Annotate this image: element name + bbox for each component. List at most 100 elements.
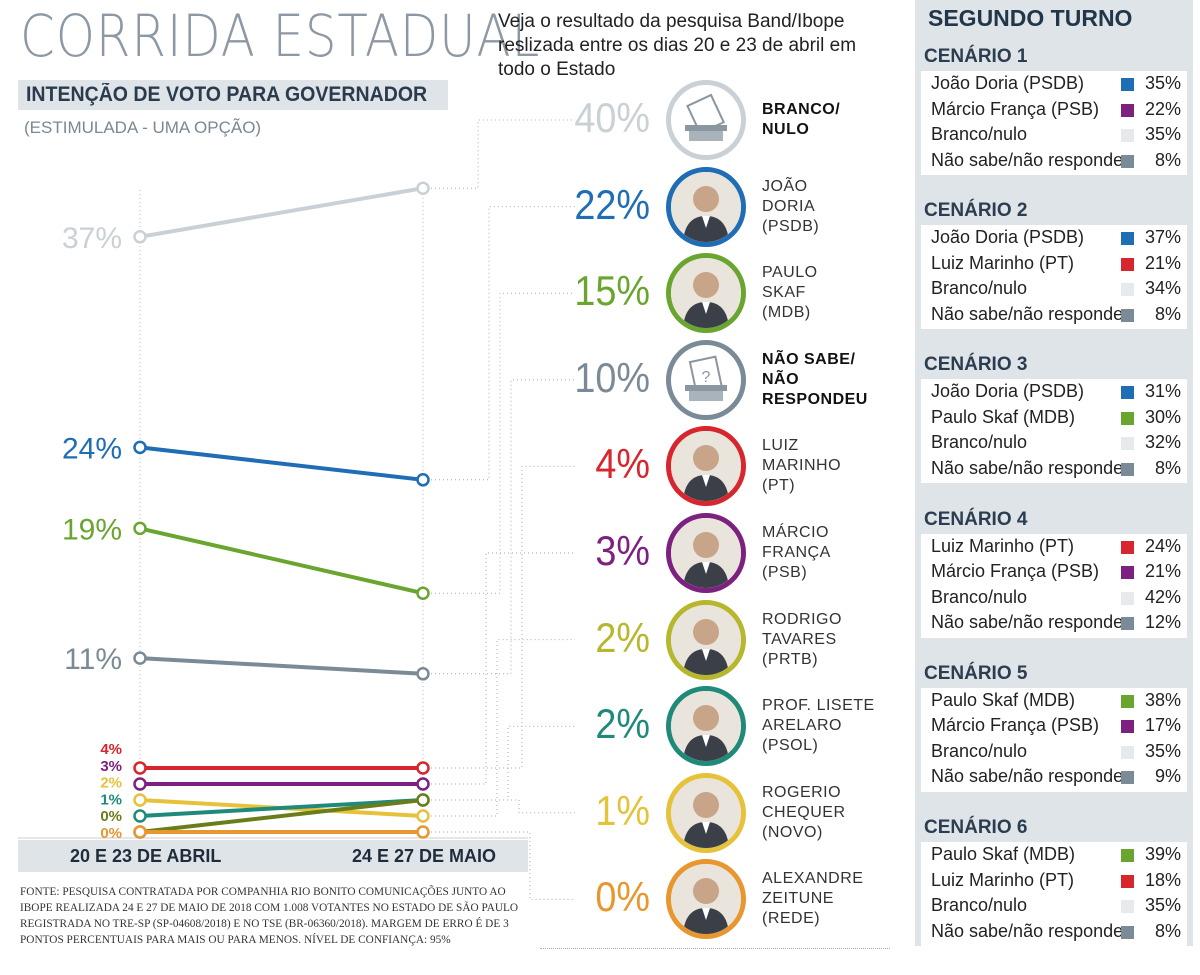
x-tick-label-2: 24 E 27 DE MAIO [352, 846, 497, 866]
data-point [416, 809, 430, 823]
connector-line [431, 465, 575, 769]
candidate-name: PROF. LISETE ARELARO (PSOL) [762, 697, 875, 755]
data-point [416, 181, 430, 195]
line-chart: 37%24%19%11%4%3%2%1%0%0% [18, 119, 575, 900]
legend-swatch [1121, 154, 1134, 168]
scenario-row-label: Paulo Skaf (MDB) [931, 406, 1076, 427]
connector-line [431, 119, 575, 189]
legend-swatch [1121, 232, 1134, 246]
data-point [133, 761, 147, 775]
legend-swatch [1121, 283, 1134, 297]
scenario-row-value: 8% [1154, 457, 1181, 478]
scenario-row-label: Branco/nulo [931, 586, 1028, 607]
data-point [416, 825, 430, 839]
scenario-row-label: Branco/nulo [931, 124, 1028, 144]
data-label: 3% [100, 758, 122, 775]
scenario-row-value: 22% [1144, 98, 1181, 119]
scenario-row-label: João Doria (PSDB) [931, 227, 1085, 248]
scenario-row-label: Luiz Marinho (PT) [931, 252, 1075, 273]
person-icon [666, 166, 746, 247]
chart-title-box [18, 80, 448, 110]
person-icon [666, 426, 746, 507]
scenario-row-value: 32% [1144, 432, 1181, 453]
question-ballot-icon: ? [666, 339, 746, 420]
scenario-title: CENÁRIO 2 [924, 200, 1028, 222]
data-label: 2% [100, 775, 122, 792]
scenario-row-label: Paulo Skaf (MDB) [931, 689, 1076, 710]
candidate-percent: 10% [574, 353, 650, 401]
legend-swatch [1121, 925, 1134, 939]
candidate-percent: 1% [595, 786, 650, 834]
legend-swatch [1121, 437, 1134, 451]
connector-line [431, 725, 575, 801]
x-tick-label-1: 20 E 23 DE ABRIL [70, 846, 222, 866]
scenario-row-label: Márcio França (PSB) [931, 98, 1100, 119]
scenario-table: Paulo Skaf (MDB) 38% Márcio França (PSB) 17… [921, 687, 1187, 792]
sidebar-title: SEGUNDO TURNO [928, 5, 1133, 31]
data-label: 1% [100, 791, 122, 808]
series-line [139, 445, 424, 482]
scenario-table: Luiz Marinho (PT) 24% Márcio França (PSB) 2… [921, 533, 1187, 638]
scenario-row-value: 34% [1144, 278, 1181, 299]
legend-swatch [1121, 386, 1134, 400]
data-point [416, 667, 430, 681]
legend-swatch [1121, 900, 1134, 913]
chart-title: INTENÇÃO DE VOTO PARA GOVERNADOR [26, 83, 428, 106]
candidate-name: RODRIGO TAVARES (PRTB) [762, 610, 842, 668]
data-point [133, 230, 147, 244]
legend-swatch [1121, 257, 1134, 271]
candidate-name: LUIZ MARINHO (PT) [762, 437, 842, 495]
legend-swatch [1121, 78, 1134, 91]
scenario-row-value: 8% [1154, 149, 1181, 170]
scenario-row-value: 21% [1144, 561, 1181, 582]
connector-line [431, 799, 575, 814]
scenario-row-value: 35% [1144, 895, 1181, 915]
scenario-table: João Doria (PSDB) 35% Márcio França (PSB) 2… [921, 71, 1187, 175]
scenario-row-value: 37% [1144, 227, 1181, 248]
scenario-row-value: 8% [1154, 920, 1181, 941]
connector-line [431, 292, 575, 594]
legend-swatch [1121, 308, 1134, 322]
person-icon [666, 772, 746, 853]
candidate-name: ALEXANDRE ZEITUNE (REDE) [762, 870, 864, 928]
candidate-percent: 3% [595, 527, 650, 574]
legend-swatch [1121, 874, 1134, 888]
scenario-title: CENÁRIO 4 [924, 508, 1028, 530]
data-point [133, 809, 147, 823]
legend-swatch [1121, 745, 1134, 759]
data-point [416, 793, 430, 807]
svg-text:?: ? [702, 369, 711, 386]
data-point [133, 793, 147, 807]
connector-line [431, 639, 575, 817]
scenario-title: CENÁRIO 5 [924, 662, 1028, 684]
candidate-name: JOÃO DORIA (PSDB) [762, 177, 820, 235]
legend-swatch [1121, 103, 1134, 117]
data-label: 37% [62, 222, 122, 255]
data-point [133, 777, 147, 791]
scenario-row-label: Paulo Skaf (MDB) [931, 844, 1076, 864]
legend-swatch [1121, 720, 1134, 734]
scenario-row-value: 17% [1144, 715, 1181, 736]
data-label: 0% [100, 808, 122, 825]
scenario-row-value: 30% [1144, 406, 1181, 427]
series-line [139, 186, 424, 239]
data-point [416, 761, 430, 775]
scenario-row-value: 35% [1144, 73, 1181, 93]
candidate-percent: 2% [595, 613, 650, 661]
data-point [133, 440, 147, 455]
person-icon [666, 513, 746, 593]
data-point [416, 777, 430, 791]
data-label: 4% [100, 741, 122, 758]
legend-swatch [1121, 566, 1134, 580]
scenario-row-label: João Doria (PSDB) [931, 73, 1085, 93]
scenario-row-label: Branco/nulo [931, 740, 1028, 761]
data-point [133, 651, 147, 665]
candidate-percent: 4% [595, 440, 650, 488]
scenario-row-value: 39% [1144, 844, 1181, 864]
scenario-table: Paulo Skaf (MDB) 39% Luiz Marinho (PT) 18% B… [921, 842, 1187, 946]
scenario-row-label: Branco/nulo [931, 895, 1028, 915]
legend-swatch [1121, 462, 1134, 476]
scenario-row-label: Branco/nulo [931, 278, 1028, 299]
data-point [416, 586, 430, 600]
connector-line [431, 206, 575, 481]
